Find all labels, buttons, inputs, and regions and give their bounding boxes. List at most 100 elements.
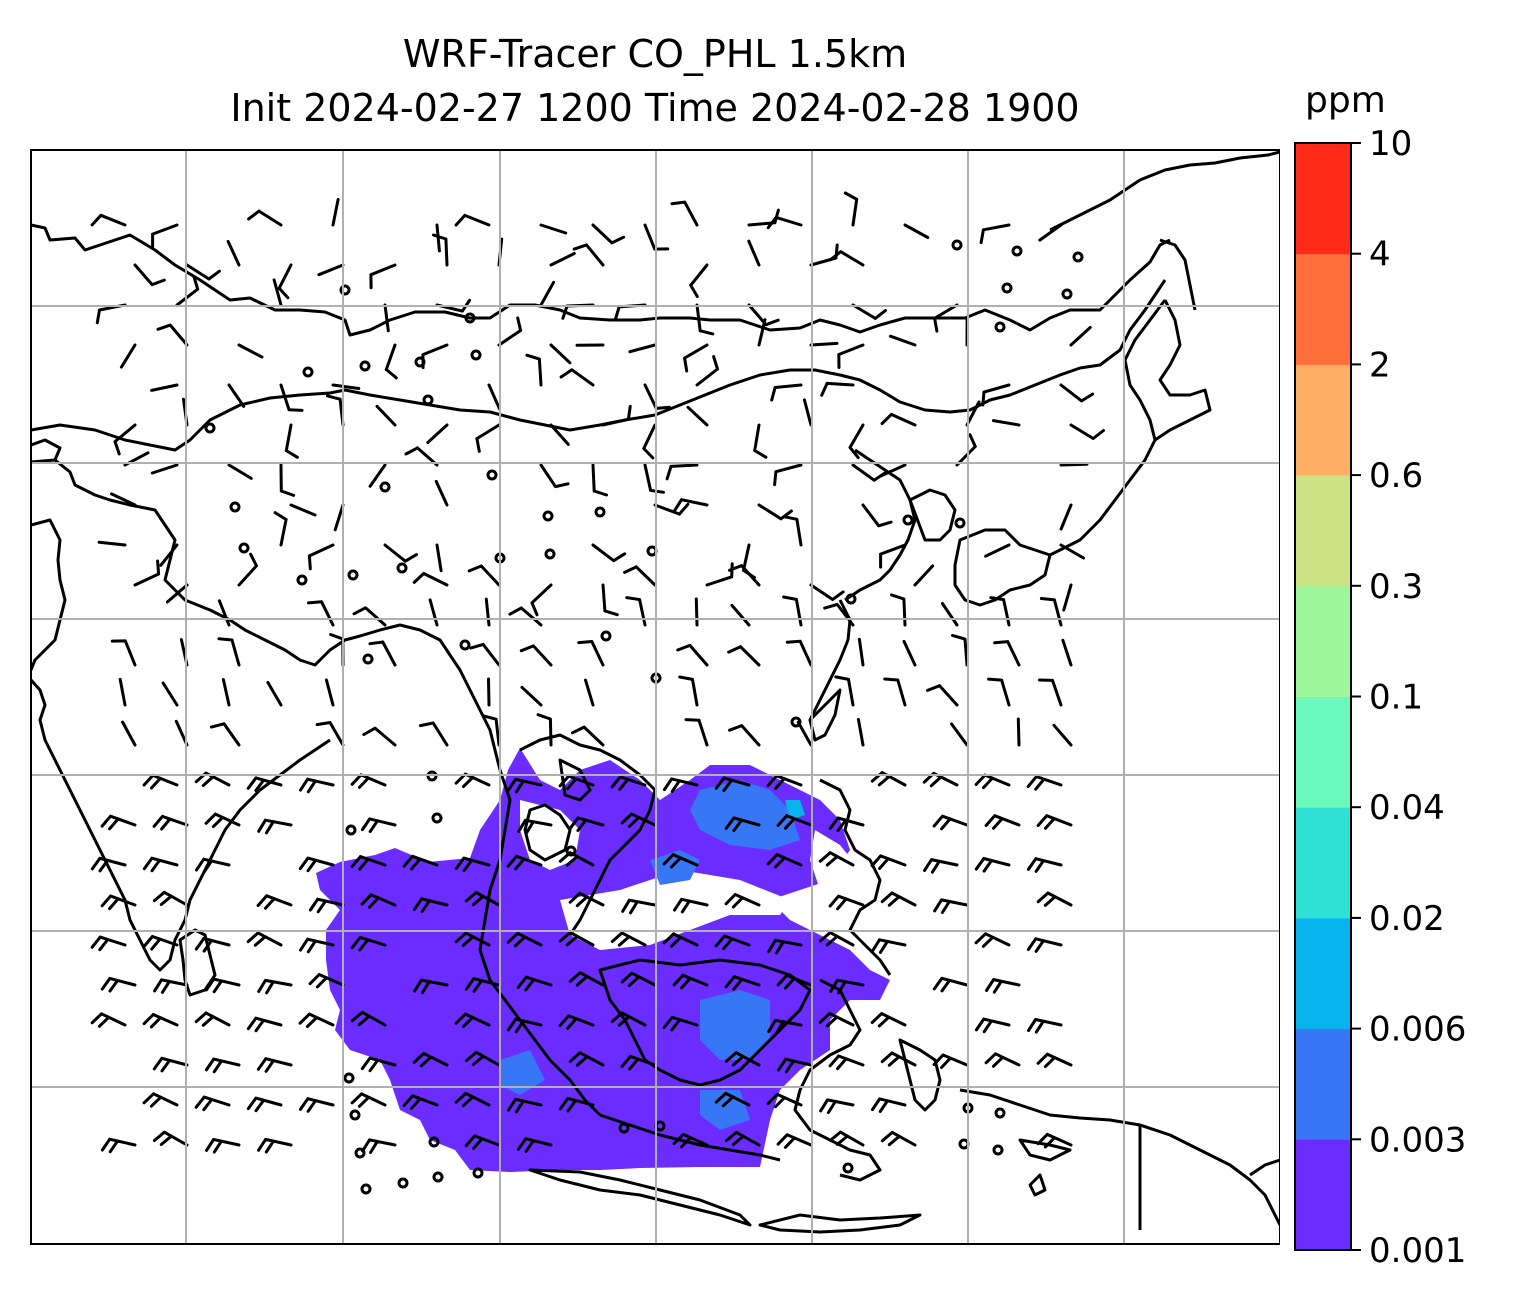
wind-barb xyxy=(257,1137,293,1154)
wind-barb xyxy=(418,721,449,747)
calm-wind-circle xyxy=(958,1138,970,1150)
wind-barb xyxy=(621,898,657,915)
wind-barb xyxy=(728,724,761,747)
wind-barb xyxy=(506,931,543,948)
wind-barb xyxy=(464,1134,501,1150)
calm-wind-circle xyxy=(360,1183,372,1195)
wind-barb xyxy=(539,223,568,235)
wind-barb xyxy=(506,1017,543,1034)
colorbar-tick-label: 0.003 xyxy=(1369,1120,1466,1160)
wind-barb xyxy=(1059,503,1073,531)
wind-barb xyxy=(653,502,690,516)
wind-barb xyxy=(989,596,1011,627)
wind-barb xyxy=(1062,583,1073,612)
wind-barb xyxy=(350,935,387,952)
wind-barb xyxy=(142,1013,179,1029)
wind-barb xyxy=(714,776,751,792)
colorbar-segment xyxy=(1295,253,1351,365)
wind-barb xyxy=(1052,723,1073,747)
wind-barb xyxy=(757,318,767,347)
wind-barb xyxy=(289,503,317,517)
wind-barb xyxy=(628,343,657,354)
colorbar-segment xyxy=(1295,585,1351,697)
plume-region-west xyxy=(316,748,890,1172)
wind-barb xyxy=(591,463,608,497)
colorbar-tick-label: 0.3 xyxy=(1369,567,1423,607)
wind-barb xyxy=(539,463,570,489)
wind-barb xyxy=(1059,383,1095,403)
plume-mid-2 xyxy=(650,850,700,885)
wind-barb xyxy=(610,775,647,791)
wind-barb xyxy=(426,423,449,444)
wind-barb xyxy=(984,543,1011,558)
wind-barb xyxy=(714,934,751,951)
wind-barb xyxy=(350,1010,387,1027)
wind-barb xyxy=(747,208,780,227)
gridlines xyxy=(31,150,1280,1244)
wind-barb xyxy=(153,978,189,994)
map-frame xyxy=(30,149,1280,1245)
wind-barb xyxy=(152,1056,189,1073)
colorbar-tick-label: 0.001 xyxy=(1369,1231,1466,1271)
wind-barb xyxy=(879,463,907,478)
wind-barb xyxy=(568,1051,605,1067)
wind-barb xyxy=(926,684,959,707)
wind-barb xyxy=(747,239,761,267)
wind-barb xyxy=(818,931,855,947)
wind-barbs xyxy=(90,191,1105,1195)
wind-barb xyxy=(823,602,855,627)
calm-wind-circle xyxy=(1001,282,1013,294)
wind-barb xyxy=(194,1011,231,1027)
calm-wind-circle xyxy=(951,239,963,251)
wind-barb xyxy=(870,1097,907,1113)
wind-barb xyxy=(767,1018,803,1035)
wind-barb xyxy=(620,971,657,988)
wind-barb xyxy=(204,812,241,829)
calm-wind-circle xyxy=(544,548,556,560)
wind-barb xyxy=(142,935,179,951)
wind-barb xyxy=(940,602,959,627)
wind-barb xyxy=(317,263,345,277)
wind-barb xyxy=(672,973,709,990)
wind-barb xyxy=(880,891,917,907)
wind-barb xyxy=(464,891,501,907)
colorbar-segment xyxy=(1295,143,1351,255)
wind-barb xyxy=(454,1091,491,1108)
wind-barb xyxy=(307,600,335,627)
wind-barb xyxy=(902,639,917,667)
calm-wind-circle xyxy=(359,360,371,372)
wind-barb xyxy=(90,1012,127,1028)
calm-wind-circle xyxy=(845,593,857,605)
wind-barb xyxy=(984,1052,1021,1068)
wind-barb xyxy=(432,233,449,267)
plume-mid-1 xyxy=(690,780,800,850)
wind-barb xyxy=(568,891,605,908)
wind-barb xyxy=(284,423,299,459)
calm-wind-circle xyxy=(842,1162,854,1174)
wind-barb xyxy=(1061,638,1073,667)
wind-barb xyxy=(932,1053,969,1069)
wind-barb xyxy=(257,818,293,835)
colorbar-segment xyxy=(1295,807,1351,919)
wind-barb xyxy=(695,303,715,336)
wind-barb xyxy=(932,976,969,993)
colorbar: 0.001 0.003 0.006 0.02 0.04 0.1 0.3 0.6 2 4 10 xyxy=(1294,124,1466,1271)
wind-barb xyxy=(308,897,345,914)
wind-barb xyxy=(913,564,935,587)
colorbar-tick-label: 0.006 xyxy=(1369,1010,1466,1050)
wind-barb xyxy=(730,603,751,627)
wind-barb xyxy=(820,381,855,397)
wind-barb xyxy=(673,897,709,914)
wind-barb xyxy=(1026,857,1063,873)
wind-barb xyxy=(352,606,387,627)
wind-barb xyxy=(175,275,200,307)
calm-wind-circle xyxy=(397,1177,409,1189)
wind-barb xyxy=(591,543,627,563)
wind-barb xyxy=(991,419,1021,427)
title-line-1: WRF-Tracer CO_PHL 1.5km xyxy=(402,32,908,76)
wind-barb xyxy=(205,1138,241,1154)
wind-barb xyxy=(326,394,345,427)
wind-barb xyxy=(766,1092,803,1109)
colorbar-segment xyxy=(1295,917,1351,1030)
wind-barb xyxy=(1027,1018,1063,1034)
